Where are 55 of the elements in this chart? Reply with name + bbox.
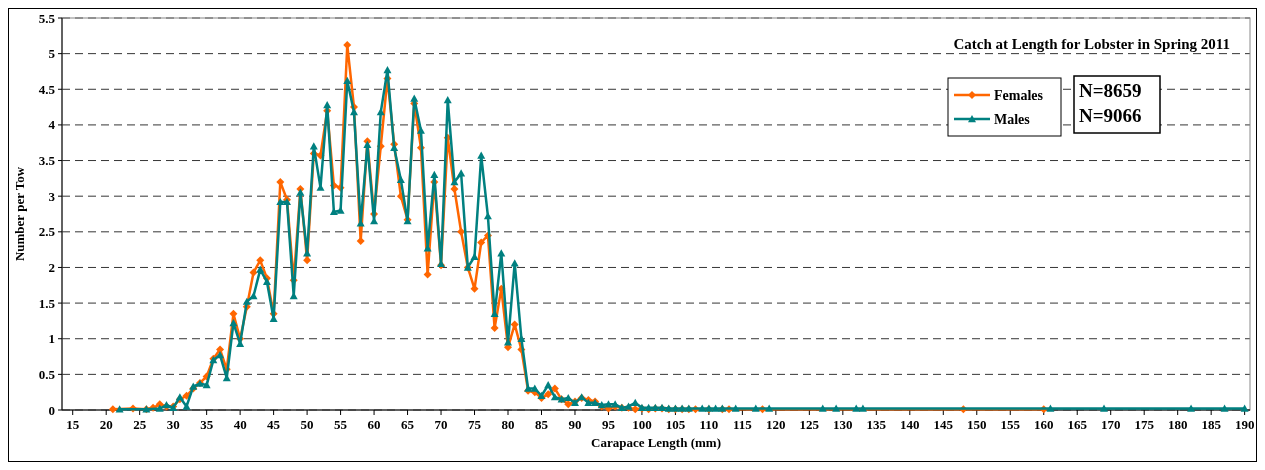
x-tick-label: 80 [501, 417, 515, 432]
y-tick-label: 0 [48, 402, 55, 418]
legend-label: Males [994, 112, 1031, 127]
x-tick-label: 115 [732, 417, 753, 432]
x-tick-label: 190 [1234, 417, 1255, 432]
x-tick-label: 140 [900, 417, 920, 432]
y-tick-label: 1 [48, 331, 55, 347]
x-tick-label: 110 [699, 417, 719, 432]
y-tick-label: 4.5 [38, 81, 56, 97]
x-tick-label: 160 [1033, 417, 1054, 432]
y-tick-label: 3 [48, 188, 56, 204]
x-tick-label: 150 [967, 417, 987, 432]
x-tick-label: 70 [434, 417, 448, 432]
annotation: N=8659 [1079, 80, 1142, 101]
x-tick-label: 165 [1067, 417, 1088, 432]
y-tick-label: 5.5 [38, 10, 56, 26]
x-tick-label: 25 [133, 417, 147, 432]
y-tick-label: 2.5 [38, 224, 56, 240]
annotation: N=9066 [1079, 105, 1142, 126]
x-tick-label: 100 [632, 417, 652, 432]
x-tick-label: 155 [1000, 417, 1021, 432]
x-tick-label: 15 [66, 417, 80, 432]
text: Catch at Length for Lobster in Spring 2011 [953, 36, 1230, 52]
x-tick-label: 175 [1134, 417, 1155, 432]
x-tick-label: 145 [933, 417, 954, 432]
x-tick-label: 35 [200, 417, 214, 432]
x-tick-label: 95 [601, 417, 616, 432]
x-tick-label: 180 [1167, 417, 1188, 432]
y-tick-label: 2 [48, 259, 55, 275]
x-tick-label: 75 [468, 417, 482, 432]
y-tick-label: 3.5 [38, 153, 56, 169]
x-tick-label: 130 [833, 417, 853, 432]
x-tick-label: 45 [267, 417, 281, 432]
x-tick-label: 65 [401, 417, 415, 432]
y-tick-label: 5 [48, 46, 56, 62]
y-tick-label: 0.5 [38, 366, 56, 382]
x-tick-label: 40 [233, 417, 247, 432]
x-tick-label: 120 [766, 417, 786, 432]
y-tick-label: 1.5 [38, 295, 56, 311]
y-tick-label: 4 [48, 117, 56, 133]
x-tick-label: 50 [300, 417, 314, 432]
x-tick-label: 135 [866, 417, 887, 432]
x-tick-label: 125 [799, 417, 820, 432]
x-tick-label: 20 [99, 417, 113, 432]
x-tick-label: 55 [334, 417, 348, 432]
x-tick-label: 105 [665, 417, 686, 432]
x-tick-label: 60 [367, 417, 381, 432]
x-tick-label: 185 [1201, 417, 1222, 432]
legend-label: Females [994, 88, 1044, 103]
x-tick-label: 85 [534, 417, 549, 432]
x-tick-label: 90 [568, 417, 582, 432]
y-axis-title: Number per Tow [12, 166, 27, 262]
x-axis-title: Carapace Length (mm) [591, 435, 721, 450]
x-tick-label: 170 [1100, 417, 1121, 432]
x-tick-label: 30 [166, 417, 180, 432]
